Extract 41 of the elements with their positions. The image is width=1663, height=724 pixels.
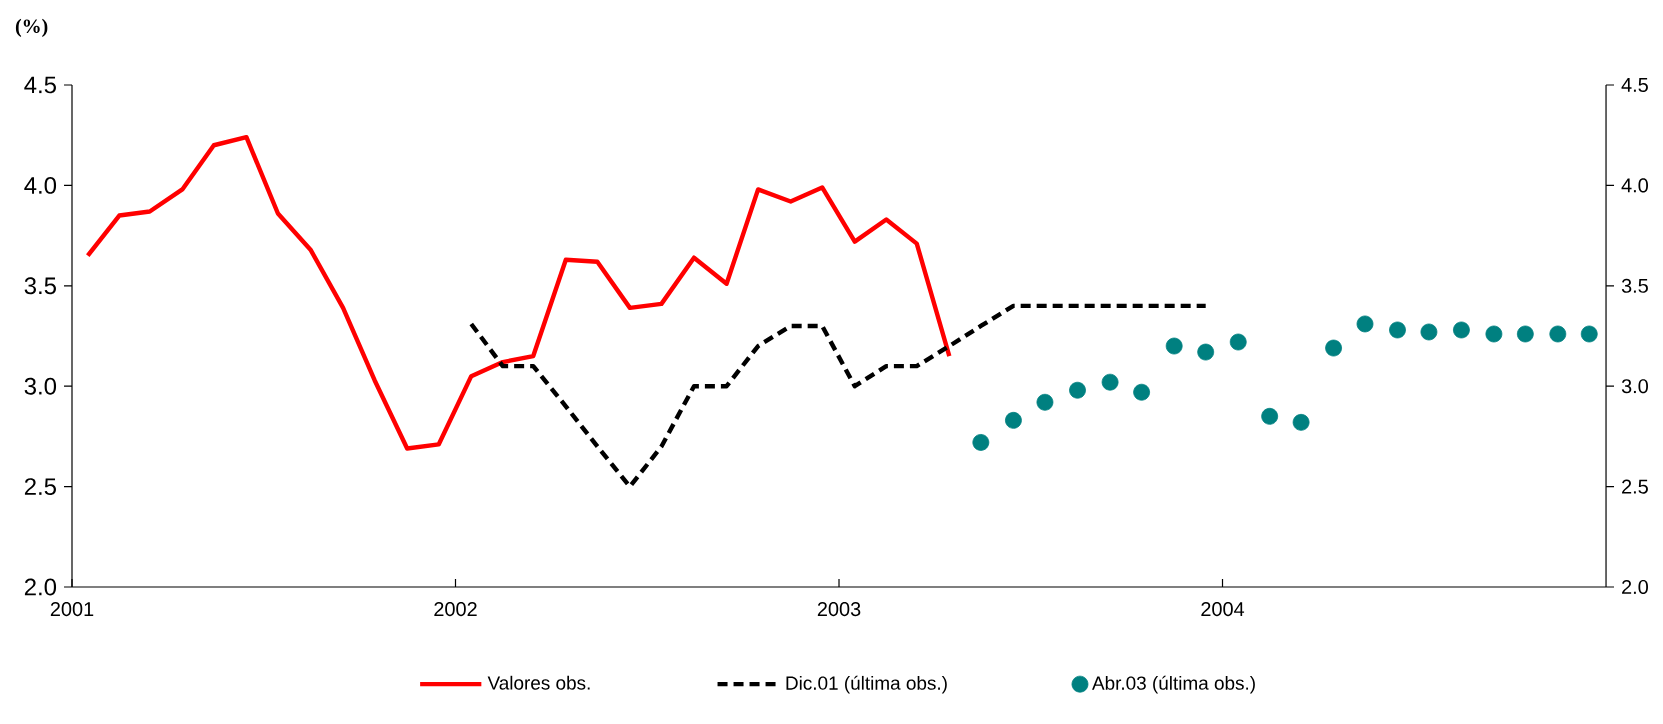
line-series [85,135,952,451]
y2-tick-label: 2.5 [1622,479,1648,494]
point [1389,321,1406,339]
legend-label: Valores obs. [487,675,590,690]
point [1485,325,1503,343]
y2-tick-label: 2.0 [1622,579,1648,595]
point [1356,315,1374,333]
point [1005,411,1022,429]
y2-tick-label: 4.0 [1621,178,1648,193]
y-axis-title: (%) [15,18,48,37]
point [1292,413,1310,431]
point [1420,323,1438,341]
y2-tick-label: 3.0 [1621,379,1648,394]
y-tick-label: 3.0 [24,377,57,395]
y-tick-label: 2.0 [24,578,57,596]
point [1036,393,1054,411]
point [1549,325,1567,343]
legend-label: Abr.03 (última obs.) [1092,675,1255,694]
point [1165,337,1183,355]
x-tick-label: 2001 [50,602,94,617]
point [1325,339,1342,357]
y2-tick-label: 4.5 [1621,78,1648,92]
point [1516,325,1534,343]
y2-tick-label: 3.5 [1621,278,1648,293]
point [1197,343,1215,361]
point [1101,373,1119,391]
x-tick-label: 2004 [1201,602,1245,617]
point [1453,321,1470,339]
y-tick-label: 2.5 [24,478,56,496]
legend-label: Dic.01 (última obs.) [786,675,947,694]
point [972,434,990,451]
point [1229,333,1247,351]
point [1580,325,1598,343]
x-tick-label: 2003 [817,602,861,617]
point [1133,383,1151,401]
x-tick-label: 2002 [434,602,477,617]
y-tick-label: 4.5 [24,76,56,94]
point [1261,407,1279,425]
y-tick-label: 3.5 [24,277,56,295]
y-tick-label: 4.0 [24,176,57,194]
point [1069,381,1086,399]
